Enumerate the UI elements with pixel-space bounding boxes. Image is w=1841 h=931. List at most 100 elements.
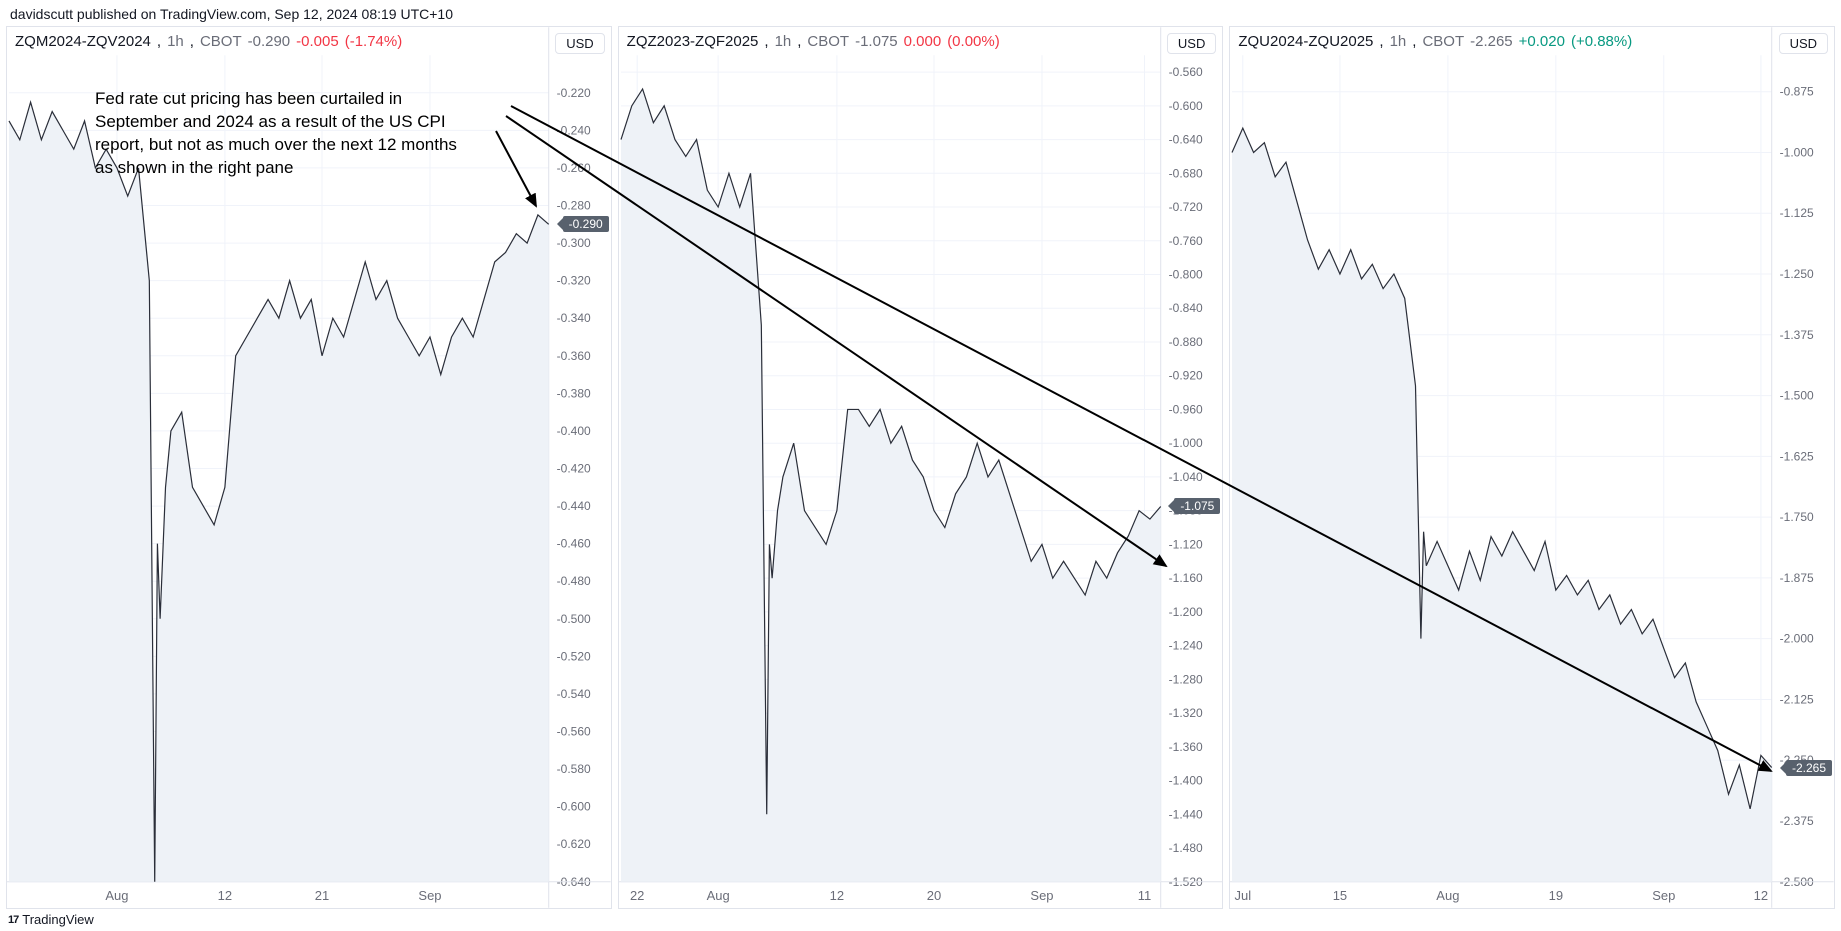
svg-text:-1.320: -1.320 [1168,706,1202,720]
svg-text:-0.440: -0.440 [557,499,591,513]
svg-text:-1.250: -1.250 [1780,267,1814,281]
price-marker: -1.075 [1174,498,1220,514]
currency-badge[interactable]: USD [1167,33,1216,54]
svg-text:-0.360: -0.360 [557,349,591,363]
svg-text:-0.420: -0.420 [557,461,591,475]
svg-text:-1.125: -1.125 [1780,206,1814,220]
footer-label: TradingView [22,912,94,927]
svg-text:-1.160: -1.160 [1168,571,1202,585]
svg-text:-1.875: -1.875 [1780,571,1814,585]
svg-text:-1.280: -1.280 [1168,672,1202,686]
svg-text:-0.560: -0.560 [1168,65,1202,79]
svg-text:-0.620: -0.620 [557,837,591,851]
svg-text:12: 12 [829,888,843,903]
timeframe: 1h [167,33,184,50]
svg-text:-0.400: -0.400 [557,424,591,438]
change: 0.000 [904,33,942,50]
price-marker: -2.265 [1786,760,1832,776]
exchange: CBOT [200,33,242,50]
svg-text:Sep: Sep [418,888,441,903]
svg-text:-0.800: -0.800 [1168,268,1202,282]
currency-badge[interactable]: USD [555,33,604,54]
svg-text:-1.375: -1.375 [1780,328,1814,342]
svg-text:-0.600: -0.600 [557,800,591,814]
svg-text:22: 22 [630,888,644,903]
svg-text:Aug: Aug [706,888,729,903]
last-price: -0.290 [248,33,291,50]
footer: 17 TradingView [8,912,94,927]
chart-panel-2[interactable]: ZQU2024-ZQU2025, 1h, CBOT -2.265 +0.020 … [1229,26,1835,909]
change-pct: (-1.74%) [345,33,403,50]
svg-text:Aug: Aug [1437,888,1460,903]
svg-text:Sep: Sep [1653,888,1676,903]
svg-text:-1.120: -1.120 [1168,537,1202,551]
svg-text:-0.640: -0.640 [1168,133,1202,147]
last-price: -1.075 [855,33,898,50]
change-pct: (+0.88%) [1571,33,1632,50]
svg-text:-0.920: -0.920 [1168,369,1202,383]
svg-text:-0.280: -0.280 [557,199,591,213]
svg-text:-0.875: -0.875 [1780,85,1814,99]
timeframe: 1h [1390,33,1407,50]
svg-text:-1.440: -1.440 [1168,807,1202,821]
exchange: CBOT [807,33,849,50]
symbol: ZQU2024-ZQU2025 [1238,33,1373,50]
svg-text:-0.300: -0.300 [557,236,591,250]
svg-text:-0.840: -0.840 [1168,301,1202,315]
chart-panel-1[interactable]: ZQZ2023-ZQF2025, 1h, CBOT -1.075 0.000 (… [618,26,1224,909]
svg-text:-1.500: -1.500 [1780,389,1814,403]
svg-text:-0.460: -0.460 [557,537,591,551]
svg-text:12: 12 [1754,888,1768,903]
svg-text:Jul: Jul [1235,888,1252,903]
svg-text:-2.375: -2.375 [1780,814,1814,828]
svg-text:-0.240: -0.240 [557,123,591,137]
svg-text:-0.520: -0.520 [557,649,591,663]
timeframe: 1h [775,33,792,50]
change-pct: (0.00%) [947,33,1000,50]
svg-text:21: 21 [315,888,329,903]
svg-text:-0.260: -0.260 [557,161,591,175]
last-price: -2.265 [1470,33,1513,50]
svg-text:-1.480: -1.480 [1168,841,1202,855]
chart-svg-2: -0.875-1.000-1.125-1.250-1.375-1.500-1.6… [1230,27,1834,908]
chart-svg-1: -0.560 -0.600 -0.640 -0.680 -0.720 -0.760 -0.8… [619,27,1223,908]
svg-text:-0.480: -0.480 [557,574,591,588]
svg-text:-1.040: -1.040 [1168,470,1202,484]
svg-text:11: 11 [1137,888,1150,903]
svg-text:-0.500: -0.500 [557,612,591,626]
attribution-text: davidscutt published on TradingView.com,… [10,6,453,22]
svg-text:-1.625: -1.625 [1780,449,1814,463]
svg-text:Aug: Aug [105,888,128,903]
svg-text:-0.600: -0.600 [1168,99,1202,113]
svg-text:-1.200: -1.200 [1168,605,1202,619]
change: +0.020 [1519,33,1565,50]
svg-text:-2.000: -2.000 [1780,632,1814,646]
svg-text:-0.960: -0.960 [1168,402,1202,416]
svg-text:15: 15 [1333,888,1347,903]
svg-text:-0.680: -0.680 [1168,166,1202,180]
svg-text:-0.560: -0.560 [557,724,591,738]
svg-text:12: 12 [218,888,232,903]
svg-text:-1.360: -1.360 [1168,740,1202,754]
svg-text:-0.760: -0.760 [1168,234,1202,248]
svg-text:-0.340: -0.340 [557,311,591,325]
svg-text:-0.540: -0.540 [557,687,591,701]
svg-text:-0.880: -0.880 [1168,335,1202,349]
svg-text:-1.750: -1.750 [1780,510,1814,524]
svg-text:-0.320: -0.320 [557,274,591,288]
svg-text:-1.240: -1.240 [1168,639,1202,653]
svg-text:-0.220: -0.220 [557,86,591,100]
currency-badge[interactable]: USD [1779,33,1828,54]
symbol: ZQZ2023-ZQF2025 [627,33,759,50]
svg-text:19: 19 [1549,888,1563,903]
svg-text:-0.720: -0.720 [1168,200,1202,214]
svg-text:-2.125: -2.125 [1780,692,1814,706]
panel-header-2: ZQU2024-ZQU2025, 1h, CBOT -2.265 +0.020 … [1238,33,1632,50]
panel-header-0: ZQM2024-ZQV2024, 1h, CBOT -0.290 -0.005 … [15,33,402,50]
svg-text:-0.580: -0.580 [557,762,591,776]
tradingview-logo-icon: 17 [8,914,18,926]
symbol: ZQM2024-ZQV2024 [15,33,151,50]
svg-text:Sep: Sep [1030,888,1053,903]
svg-text:-0.380: -0.380 [557,386,591,400]
svg-text:-1.000: -1.000 [1168,436,1202,450]
